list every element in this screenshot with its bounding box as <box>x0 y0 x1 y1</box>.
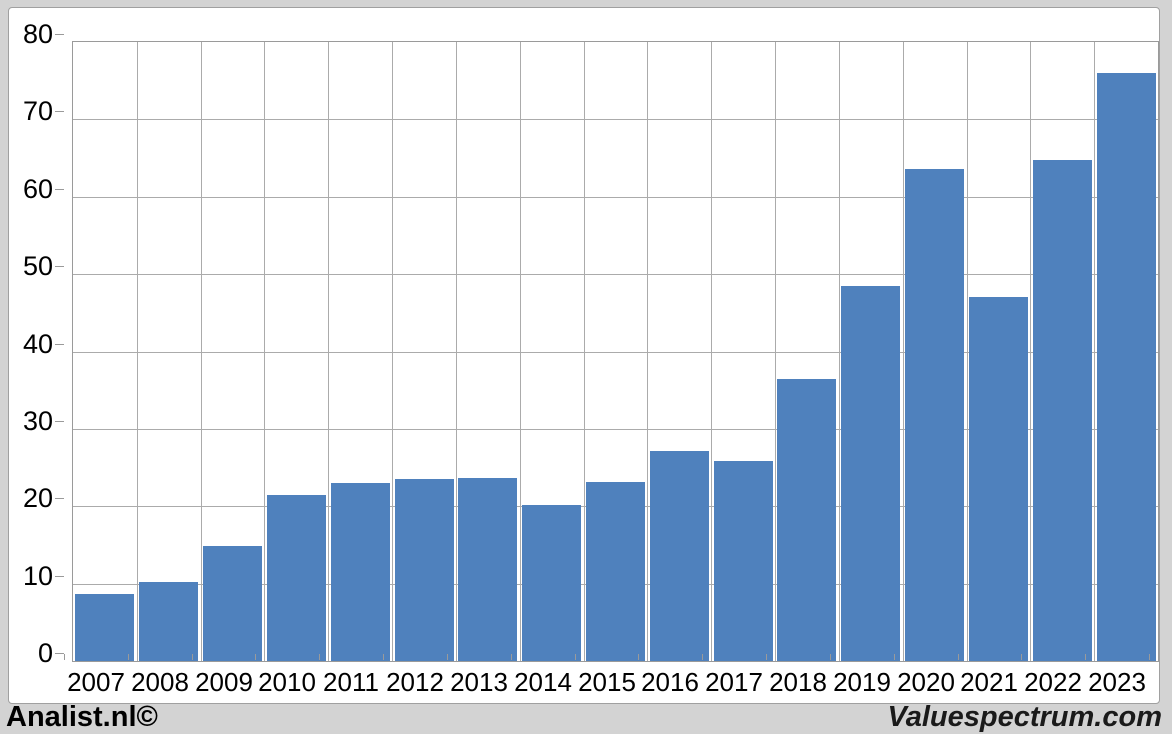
x-axis-tick <box>511 654 512 660</box>
bar-2016 <box>650 451 709 661</box>
y-axis-tick <box>55 576 64 577</box>
gridline-horizontal <box>73 274 1158 276</box>
x-axis-tick <box>128 654 129 660</box>
y-axis-tick-label: 40 <box>22 329 53 359</box>
y-axis-tick <box>55 653 64 654</box>
gridline-vertical <box>392 42 393 661</box>
gridline-vertical <box>456 42 457 661</box>
x-axis-category-label: 2021 <box>960 667 1018 697</box>
x-axis-tick <box>447 654 448 660</box>
bar-2012 <box>395 479 454 661</box>
x-axis-tick <box>192 654 193 660</box>
bar-2023 <box>1097 73 1156 661</box>
x-axis-category-label: 2009 <box>195 667 253 697</box>
gridline-vertical <box>264 42 265 661</box>
x-axis-tick <box>702 654 703 660</box>
x-axis-tick <box>830 654 831 660</box>
gridline-vertical <box>328 42 329 661</box>
y-axis-tick-label: 80 <box>22 19 53 49</box>
x-axis-tick <box>319 654 320 660</box>
x-axis-category-label: 2012 <box>386 667 444 697</box>
y-axis-tick <box>55 266 64 267</box>
x-axis-category-label: 2014 <box>514 667 572 697</box>
x-axis-category-label: 2008 <box>131 667 189 697</box>
bar-2017 <box>714 461 773 661</box>
valuespectrum-watermark-text: Valuespectrum.com <box>887 701 1162 733</box>
analist-watermark-text: Analist.nl© <box>6 701 158 733</box>
bar-2020 <box>905 169 964 661</box>
x-axis-tick <box>766 654 767 660</box>
gridline-vertical <box>137 42 138 661</box>
x-axis-category-label: 2013 <box>450 667 508 697</box>
y-axis-tick <box>55 189 64 190</box>
y-axis-tick <box>55 111 64 112</box>
y-axis-tick-label: 50 <box>22 251 53 281</box>
gridline-vertical <box>1030 42 1031 661</box>
x-axis-category-label: 2007 <box>67 667 125 697</box>
bar-2018 <box>777 379 836 661</box>
y-axis-tick-label: 30 <box>22 406 53 436</box>
bar-2011 <box>331 483 390 661</box>
bar-2015 <box>586 482 645 661</box>
y-axis-tick-label: 60 <box>22 174 53 204</box>
y-axis-tick <box>55 421 64 422</box>
x-axis-tick <box>255 654 256 660</box>
y-axis-tick-label: 20 <box>22 483 53 513</box>
gridline-vertical <box>201 42 202 661</box>
x-axis-category-label: 2015 <box>578 667 636 697</box>
gridline-horizontal <box>73 351 1158 353</box>
x-axis-tick <box>64 654 65 660</box>
gridline-vertical <box>584 42 585 661</box>
y-axis-tick <box>55 344 64 345</box>
y-axis-tick-label: 10 <box>22 561 53 591</box>
y-axis-tick <box>55 498 64 499</box>
gridline-vertical <box>967 42 968 661</box>
gridline-horizontal <box>73 428 1158 430</box>
x-axis-category-label: 2017 <box>705 667 763 697</box>
bar-2007 <box>75 594 134 661</box>
gridline-vertical <box>711 42 712 661</box>
x-axis-tick <box>958 654 959 660</box>
bar-2014 <box>522 505 581 661</box>
chart-panel: 0 10 20 30 40 50 60 70 80 2007 2008 2009 2010 2011 20… <box>8 7 1160 704</box>
x-axis-tick <box>1085 654 1086 660</box>
x-axis-tick <box>575 654 576 660</box>
bar-2021 <box>969 297 1028 661</box>
x-axis-tick <box>894 654 895 660</box>
x-axis-tick <box>383 654 384 660</box>
x-axis-tick <box>1149 654 1150 660</box>
x-axis-tick <box>638 654 639 660</box>
x-axis-category-label: 2022 <box>1024 667 1082 697</box>
x-axis-category-label: 2019 <box>833 667 891 697</box>
gridline-vertical <box>903 42 904 661</box>
y-axis-tick-label: 0 <box>37 638 53 668</box>
gridline-vertical <box>775 42 776 661</box>
x-axis-category-label: 2023 <box>1088 667 1146 697</box>
y-axis-tick-label: 70 <box>22 96 53 126</box>
x-axis-tick <box>1021 654 1022 660</box>
gridline-horizontal <box>73 119 1158 121</box>
x-axis-category-label: 2018 <box>769 667 827 697</box>
x-axis-category-label: 2016 <box>641 667 699 697</box>
x-axis-category-label: 2011 <box>323 667 379 697</box>
gridline-vertical <box>520 42 521 661</box>
bar-2008 <box>139 582 198 661</box>
gridline-vertical <box>839 42 840 661</box>
plot-area <box>72 41 1159 662</box>
gridline-vertical <box>1094 42 1095 661</box>
bar-2022 <box>1033 160 1092 661</box>
bar-2010 <box>267 495 326 661</box>
gridline-horizontal <box>73 196 1158 198</box>
gridline-vertical <box>647 42 648 661</box>
x-axis-category-label: 2010 <box>258 667 316 697</box>
y-axis-tick <box>55 34 64 35</box>
bar-2019 <box>841 286 900 661</box>
x-axis-category-label: 2020 <box>897 667 955 697</box>
bar-2009 <box>203 546 262 661</box>
bar-2013 <box>458 478 517 661</box>
